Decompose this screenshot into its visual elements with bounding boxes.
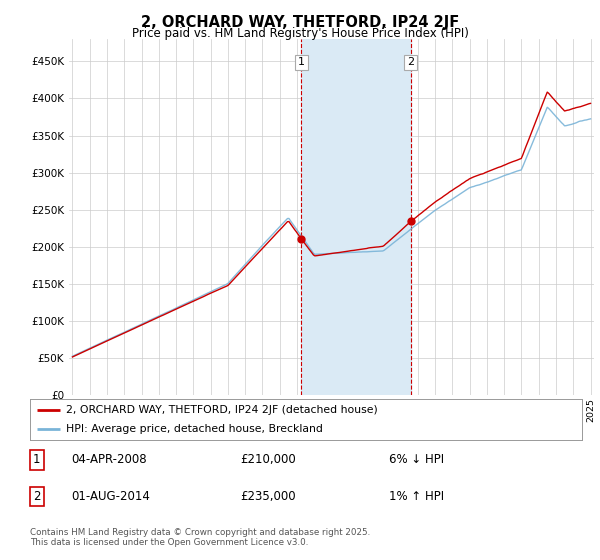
Text: 2, ORCHARD WAY, THETFORD, IP24 2JF: 2, ORCHARD WAY, THETFORD, IP24 2JF [141,15,459,30]
Text: Price paid vs. HM Land Registry's House Price Index (HPI): Price paid vs. HM Land Registry's House … [131,27,469,40]
Bar [301,39,410,395]
Text: Contains HM Land Registry data © Crown copyright and database right 2025.
This d: Contains HM Land Registry data © Crown c… [30,528,370,547]
Text: 04-APR-2008: 04-APR-2008 [71,453,147,466]
Text: 2: 2 [33,490,40,503]
Text: £210,000: £210,000 [240,453,296,466]
Text: 1% ↑ HPI: 1% ↑ HPI [389,490,444,503]
Text: 01-AUG-2014: 01-AUG-2014 [71,490,150,503]
Text: 6% ↓ HPI: 6% ↓ HPI [389,453,444,466]
Text: 1: 1 [33,453,40,466]
Text: 2: 2 [407,57,414,67]
Text: £235,000: £235,000 [240,490,295,503]
Text: 2, ORCHARD WAY, THETFORD, IP24 2JF (detached house): 2, ORCHARD WAY, THETFORD, IP24 2JF (deta… [66,405,377,415]
Text: 1: 1 [298,57,305,67]
Text: HPI: Average price, detached house, Breckland: HPI: Average price, detached house, Brec… [66,424,323,433]
